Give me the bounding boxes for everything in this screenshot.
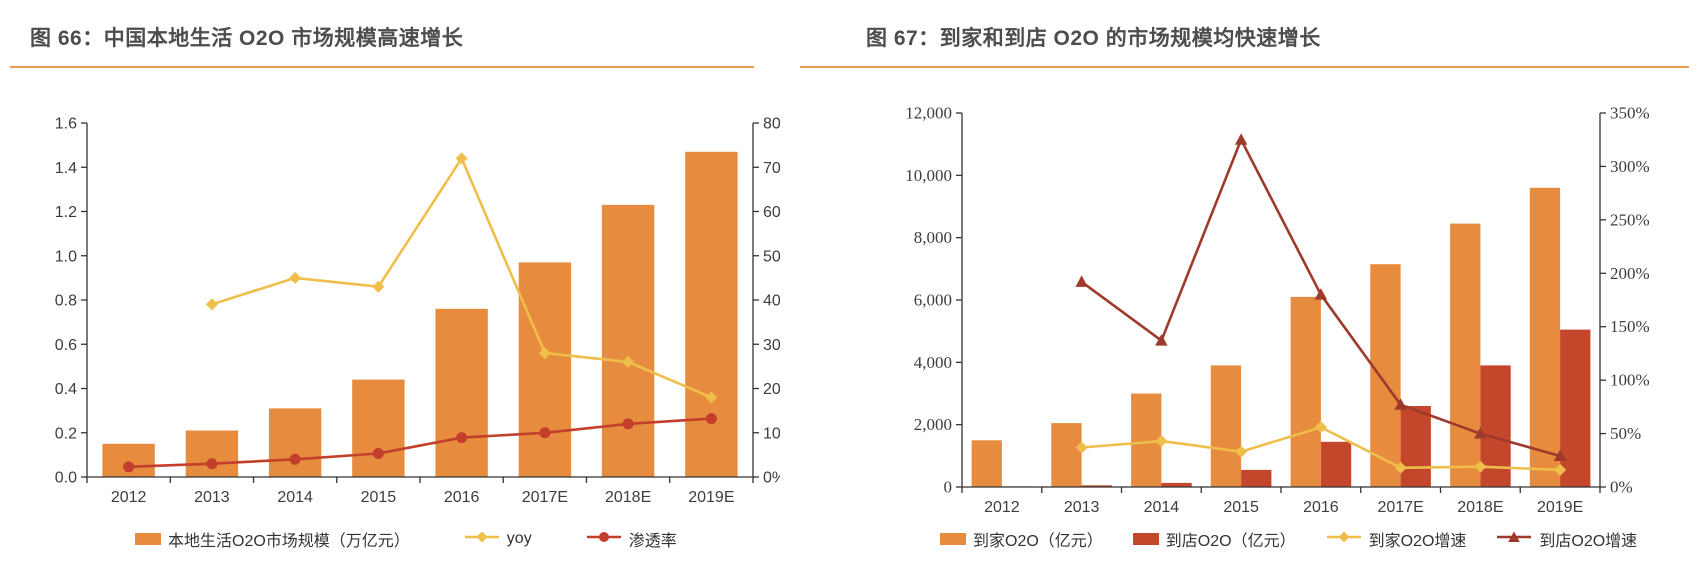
svg-text:50%: 50% — [1610, 424, 1641, 443]
svg-text:8,000: 8,000 — [914, 228, 952, 247]
svg-text:2018E: 2018E — [605, 489, 651, 506]
svg-text:0%: 0% — [763, 470, 780, 487]
svg-text:2014: 2014 — [1144, 499, 1180, 516]
bar-swatch-icon — [135, 533, 161, 545]
svg-text:4,000: 4,000 — [914, 353, 952, 372]
bar-swatch-icon — [1132, 533, 1159, 545]
legend-item-daojia-size: 到家O2O（亿元） — [940, 527, 1103, 551]
svg-text:0.6: 0.6 — [55, 337, 77, 354]
svg-text:250%: 250% — [1610, 210, 1650, 229]
svg-text:40%: 40% — [763, 293, 780, 310]
svg-text:350%: 350% — [1610, 104, 1650, 123]
svg-text:2013: 2013 — [1064, 499, 1100, 516]
svg-text:2012: 2012 — [984, 499, 1020, 516]
svg-text:2014: 2014 — [277, 489, 313, 506]
legend-label: 渗透率 — [628, 533, 677, 550]
svg-text:1.4: 1.4 — [55, 160, 77, 177]
svg-text:0: 0 — [944, 478, 953, 497]
svg-text:1.6: 1.6 — [55, 116, 77, 133]
svg-text:80%: 80% — [763, 116, 780, 133]
line-swatch-icon — [1326, 530, 1362, 549]
svg-text:2015: 2015 — [361, 489, 397, 506]
svg-text:20%: 20% — [763, 381, 780, 398]
line-swatch-icon — [586, 530, 622, 549]
svg-text:2017E: 2017E — [522, 489, 568, 506]
legend-label: 到家O2O增速 — [1368, 533, 1467, 550]
legend-item-daojia-growth: 到家O2O增速 — [1326, 527, 1467, 551]
svg-text:6,000: 6,000 — [914, 291, 952, 310]
svg-text:300%: 300% — [1610, 157, 1650, 176]
legend-fig66: 本地生活O2O市场规模（万亿元） yoy 渗透率 — [135, 527, 677, 551]
svg-text:2016: 2016 — [1303, 499, 1339, 516]
svg-text:2,000: 2,000 — [914, 415, 952, 434]
svg-text:1.0: 1.0 — [55, 248, 77, 265]
svg-text:200%: 200% — [1610, 264, 1650, 283]
svg-text:0.8: 0.8 — [55, 293, 77, 310]
svg-text:2013: 2013 — [194, 489, 230, 506]
svg-text:1.2: 1.2 — [55, 204, 77, 221]
svg-text:2015: 2015 — [1223, 499, 1259, 516]
line-swatch-icon — [464, 530, 500, 549]
legend-label: 到家O2O（亿元） — [973, 533, 1103, 550]
chart-canvas-fig67: 0 2,000 4,000 6,000 8,000 10,000 12,000 0% 50% 10… — [905, 104, 1650, 517]
bar-swatch-icon — [940, 533, 966, 545]
svg-text:30%: 30% — [763, 337, 780, 354]
legend-item-market-size: 本地生活O2O市场规模（万亿元） — [135, 527, 410, 551]
chart-title-fig66: 图 66：中国本地生活 O2O 市场规模高速增长 — [30, 27, 464, 50]
svg-text:60%: 60% — [763, 204, 780, 221]
chart-title-fig67: 图 67：到家和到店 O2O 的市场规模均快速增长 — [866, 27, 1321, 50]
legend-item-daodian-growth: 到店O2O增速 — [1496, 527, 1637, 551]
svg-text:12,000: 12,000 — [905, 104, 952, 123]
legend-item-yoy: yoy — [464, 530, 532, 549]
legend-label: 本地生活O2O市场规模（万亿元） — [168, 533, 410, 550]
svg-text:10,000: 10,000 — [905, 166, 952, 185]
svg-text:0.0: 0.0 — [55, 470, 77, 487]
svg-text:2019E: 2019E — [688, 489, 734, 506]
title-underline-fig66 — [10, 66, 754, 68]
svg-text:0.2: 0.2 — [55, 425, 77, 442]
title-underline-fig67 — [800, 66, 1689, 68]
svg-text:2012: 2012 — [111, 489, 147, 506]
svg-text:0%: 0% — [1610, 478, 1633, 497]
svg-text:2018E: 2018E — [1457, 499, 1503, 516]
legend-item-daodian-size: 到店O2O（亿元） — [1132, 527, 1296, 551]
svg-text:150%: 150% — [1610, 317, 1650, 336]
svg-text:2017E: 2017E — [1377, 499, 1423, 516]
legend-item-penetration: 渗透率 — [586, 527, 677, 551]
svg-text:2019E: 2019E — [1537, 499, 1583, 516]
svg-text:2016: 2016 — [444, 489, 480, 506]
svg-text:0.4: 0.4 — [55, 381, 77, 398]
chart-canvas-fig66: 0.0 0.2 0.4 0.6 0.8 1.0 1.2 1.4 1.6 0% 10% 20% 30% 40… — [55, 116, 780, 507]
svg-text:100%: 100% — [1610, 371, 1650, 390]
legend-label: yoy — [506, 530, 532, 547]
legend-label: 到店O2O增速 — [1539, 533, 1638, 550]
line-swatch-icon — [1496, 530, 1532, 549]
svg-text:50%: 50% — [763, 248, 780, 265]
legend-fig67: 到家O2O（亿元） 到店O2O（亿元） 到家O2O增速 到店O2O增速 — [940, 527, 1637, 551]
legend-label: 到店O2O（亿元） — [1165, 533, 1296, 550]
svg-text:10%: 10% — [763, 425, 780, 442]
svg-text:70%: 70% — [763, 160, 780, 177]
